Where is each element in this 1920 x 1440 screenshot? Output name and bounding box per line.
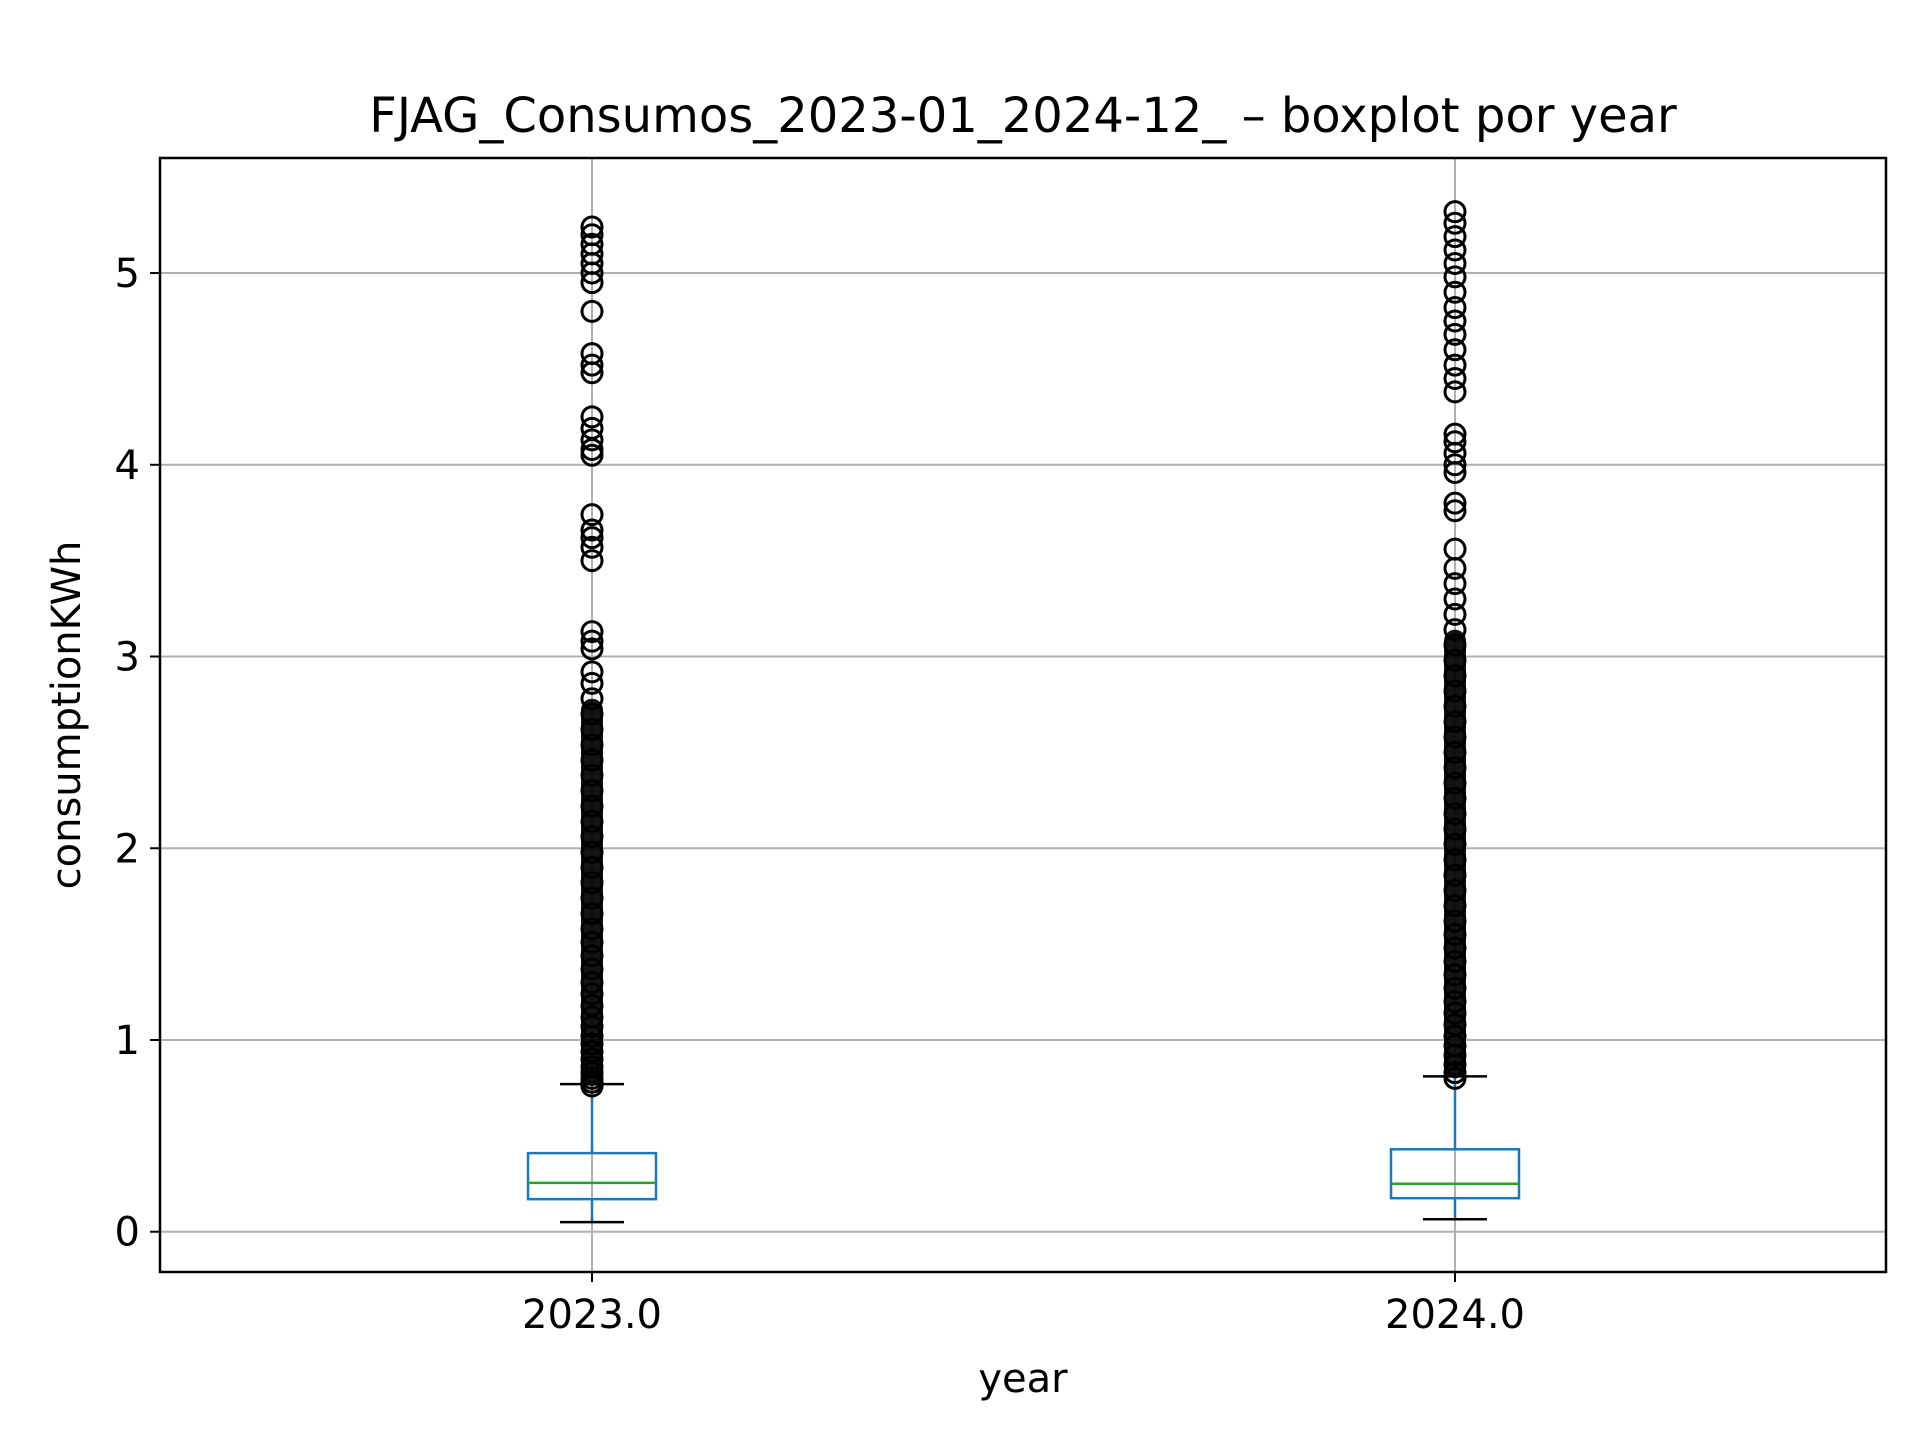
- y-tick-label: 2: [115, 826, 140, 872]
- outlier-point: [1443, 211, 1467, 235]
- y-tick-label: 1: [115, 1018, 140, 1064]
- boxes: [526, 1075, 1521, 1224]
- outlier-point: [1443, 602, 1467, 626]
- axes-frame: [158, 156, 1888, 1274]
- outlier-point: [580, 342, 604, 366]
- outlier-point: [1443, 265, 1467, 289]
- outlier-point: [580, 526, 604, 550]
- y-tick-label: 0: [115, 1210, 140, 1256]
- y-tick-label: 3: [115, 635, 140, 681]
- outlier-point: [1443, 572, 1467, 596]
- iqr-box: [526, 1151, 658, 1201]
- outlier-point: [1443, 225, 1467, 249]
- outlier-point: [580, 416, 604, 440]
- outlier-point: [580, 443, 604, 467]
- outlier-point: [1443, 309, 1467, 333]
- axis-ticks: 0 1 2 3 4 5 2023.0 2024.0: [115, 251, 1525, 1338]
- outlier-point: [1443, 251, 1467, 275]
- outlier-point: [580, 405, 604, 429]
- outlier-point: [1443, 353, 1467, 377]
- outlier-point: [580, 518, 604, 542]
- outlier-point: [580, 215, 604, 239]
- x-tick-label: 2024.0: [1385, 1292, 1525, 1338]
- outlier-point: [580, 535, 604, 559]
- outlier-dense-band: [1444, 629, 1466, 1079]
- y-tick-label: 5: [115, 251, 140, 297]
- outlier-point: [1443, 280, 1467, 304]
- outlier-point: [1443, 338, 1467, 362]
- outlier-point: [1443, 238, 1467, 262]
- outlier-point: [580, 232, 604, 256]
- outlier-dense-band: [581, 698, 603, 1087]
- outlier-point: [1443, 200, 1467, 224]
- outlier-point: [1443, 422, 1467, 446]
- outlier-point: [1443, 491, 1467, 515]
- outlier-point: [1443, 322, 1467, 346]
- outlier-point: [580, 503, 604, 527]
- outlier-point: [1443, 453, 1467, 477]
- outlier-point: [580, 660, 604, 684]
- outlier-point: [1443, 296, 1467, 320]
- outlier-point: [580, 620, 604, 644]
- outlier-point: [580, 629, 604, 653]
- outlier-point: [580, 549, 604, 573]
- outlier-point: [1443, 587, 1467, 611]
- x-tick-label: 2023.0: [522, 1292, 662, 1338]
- outlier-point: [580, 671, 604, 695]
- y-axis-label: consumptionKWh: [44, 541, 90, 890]
- outlier-point: [580, 637, 604, 661]
- outlier-point: [1443, 380, 1467, 404]
- outlier-point: [1443, 499, 1467, 523]
- outlier-point: [580, 428, 604, 452]
- x-axis-label: year: [978, 1356, 1068, 1402]
- chart-title: FJAG_Consumos_2023-01_2024-12_ – boxplot…: [369, 88, 1677, 144]
- outlier-points: [580, 200, 1467, 1098]
- iqr-box: [1389, 1148, 1521, 1200]
- outlier-point: [1443, 366, 1467, 390]
- outlier-point: [1443, 537, 1467, 561]
- outlier-point: [580, 299, 604, 323]
- outlier-point: [580, 223, 604, 247]
- outlier-point: [580, 353, 604, 377]
- y-tick-label: 4: [115, 443, 140, 489]
- outlier-point: [1443, 430, 1467, 454]
